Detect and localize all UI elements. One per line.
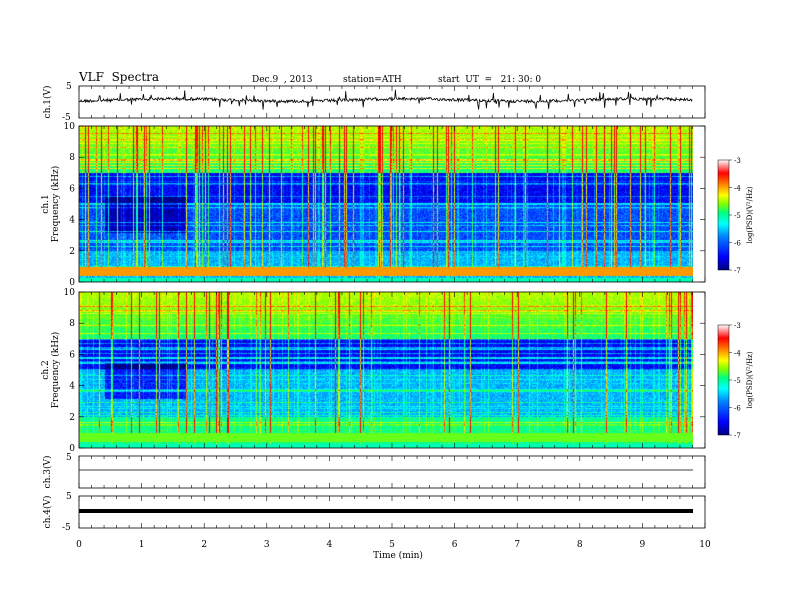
station-label: station=ATH — [343, 75, 402, 85]
x-tick-label: 0 — [76, 540, 82, 550]
colorbar-tick-label: -5 — [734, 377, 741, 385]
y-tick-label: 2 — [69, 413, 75, 423]
y-tick-label: 10 — [64, 288, 76, 298]
ch2-spectrogram-image — [79, 292, 693, 448]
x-tick-label: 4 — [327, 540, 333, 550]
y-tick-label: 4 — [69, 216, 75, 226]
ch1-colorbar-label: log(PSD)(V²/Hz) — [746, 186, 754, 243]
x-tick-label: 10 — [699, 540, 711, 550]
start-time-label: start UT = 21: 30: 0 — [438, 75, 542, 85]
y-tick-label: 8 — [69, 153, 75, 163]
y-tick-label: 6 — [69, 350, 75, 360]
y-tick-label: 2 — [69, 247, 75, 257]
ch1-waveform-line — [78, 89, 693, 110]
x-tick-label: 6 — [452, 540, 458, 550]
ch4-ylabel: ch.4(V) — [42, 496, 53, 529]
y-tick-label: 6 — [69, 184, 75, 194]
colorbar-tick-label: -3 — [734, 157, 741, 165]
ch1-spec-ylabel-freq: Frequency (kHz) — [50, 166, 61, 243]
ch1-freq-ticks: 0 2 4 6 8 10 — [64, 122, 705, 288]
ch4-ytick-top: 5 — [66, 492, 72, 502]
ch1-ylabel: ch.1(V) — [42, 86, 53, 119]
ch1-spectrogram-image — [79, 126, 693, 282]
ch4-ytick-bottom: -5 — [62, 523, 71, 533]
colorbar-tick-label: -7 — [734, 267, 741, 275]
y-tick-label: 0 — [69, 444, 75, 454]
time-axis-label: Time (min) — [373, 550, 423, 561]
colorbar-tick-label: -6 — [734, 405, 741, 413]
ch2-colorbar-label: log(PSD)(V²/Hz) — [746, 351, 754, 408]
x-tick-label: 3 — [264, 540, 270, 550]
x-tick-label: 7 — [514, 540, 520, 550]
x-tick-label: 8 — [577, 540, 583, 550]
y-tick-label: 10 — [64, 122, 76, 132]
ch2-freq-ticks: 0 2 4 6 8 10 — [64, 288, 705, 454]
x-tick-label: 5 — [389, 540, 395, 550]
figure-title: VLF Spectra — [79, 70, 160, 84]
colorbar-tick-label: -3 — [734, 322, 741, 330]
time-axis-ticks: 0 1 2 3 4 5 6 7 8 9 10 — [76, 86, 711, 550]
ch2-colorbar — [717, 324, 730, 436]
colorbar-tick-label: -7 — [734, 432, 741, 440]
colorbar-tick-label: -4 — [734, 185, 741, 193]
ch2-spec-ylabel-freq: Frequency (kHz) — [50, 332, 61, 409]
ch1-colorbar — [717, 159, 730, 271]
ch1-colorbar-ticks: -3 -4 -5 -6 -7 — [729, 157, 741, 275]
date-label: Dec.9 , 2013 — [252, 75, 313, 85]
x-tick-label: 9 — [640, 540, 646, 550]
ch1-spec-ylabel-channel: ch.1 — [41, 194, 51, 213]
colorbar-tick-label: -4 — [734, 350, 741, 358]
ch2-colorbar-ticks: -3 -4 -5 -6 -7 — [729, 322, 741, 440]
ch3-ytick-top: 5 — [66, 453, 72, 463]
y-tick-label: 4 — [69, 382, 75, 392]
colorbar-tick-label: -5 — [734, 212, 741, 220]
y-tick-label: 0 — [69, 278, 75, 288]
ch2-spec-ylabel-channel: ch.2 — [41, 360, 51, 379]
y-tick-label: 8 — [69, 319, 75, 329]
ch1-ytick-bottom: -5 — [62, 113, 71, 123]
ch3-ylabel: ch.3(V) — [42, 456, 53, 489]
x-tick-label: 2 — [201, 540, 207, 550]
ch1-ytick-top: 5 — [66, 82, 72, 92]
x-tick-label: 1 — [139, 540, 145, 550]
colorbar-tick-label: -6 — [734, 240, 741, 248]
